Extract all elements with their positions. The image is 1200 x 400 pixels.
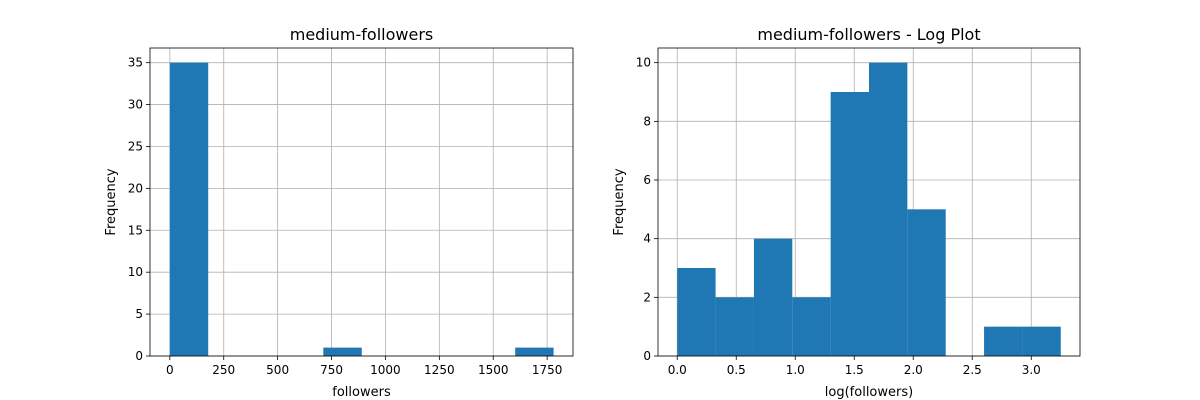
y-tick-label: 0 <box>643 349 651 363</box>
histogram-log-followers: 0.0 0.5 1.0 1.5 2.0 2.5 3.0 0 2 4 6 8 10 medium-fol… <box>612 25 1081 400</box>
x-tick-label: 2.5 <box>963 363 982 377</box>
histogram-bar <box>515 347 554 356</box>
axes-frame <box>149 47 574 357</box>
x-axis-label: log(followers) <box>825 385 913 400</box>
x-tick-label: 750 <box>320 363 343 377</box>
y-axis-label: Frequency <box>612 168 627 235</box>
chart-title: medium-followers - Log Plot <box>757 25 980 44</box>
x-tick-label: 1750 <box>532 363 563 377</box>
x-tick-label: 1250 <box>424 363 455 377</box>
histogram-bar <box>323 347 362 356</box>
histogram-bar <box>169 62 209 357</box>
y-tick-label: 4 <box>643 232 651 246</box>
x-tick-label: 500 <box>266 363 289 377</box>
plot-area <box>150 48 573 356</box>
y-tick-label: 0 <box>135 349 143 363</box>
y-tick-label: 15 <box>128 223 143 237</box>
x-tick-label: 1.5 <box>845 363 864 377</box>
histogram-bars <box>677 62 1061 357</box>
y-tick-label: 8 <box>643 114 651 128</box>
x-tick-label: 0.5 <box>727 363 746 377</box>
histogram-bar <box>715 297 754 356</box>
histogram-bar <box>830 92 869 356</box>
y-tick-label: 25 <box>128 139 143 153</box>
x-ticks: 0 250 500 750 1000 1250 1500 1750 <box>166 356 562 377</box>
y-ticks: 0 2 4 6 8 10 <box>636 56 658 363</box>
x-axis-label: followers <box>332 385 391 400</box>
chart-title: medium-followers <box>290 25 433 44</box>
y-tick-label: 6 <box>643 173 651 187</box>
histogram-bars <box>169 62 554 357</box>
histogram-bar <box>984 326 1023 356</box>
histogram-bar <box>907 209 946 356</box>
y-tick-label: 10 <box>636 56 651 70</box>
x-tick-label: 1.0 <box>786 363 805 377</box>
histogram-bar <box>1022 326 1061 356</box>
x-tick-label: 1500 <box>478 363 509 377</box>
x-tick-label: 0.0 <box>668 363 687 377</box>
histogram-bar <box>869 62 908 357</box>
y-tick-label: 30 <box>128 98 143 112</box>
axes-frame <box>657 47 1081 357</box>
histogram-bar <box>792 297 831 356</box>
x-ticks: 0.0 0.5 1.0 1.5 2.0 2.5 3.0 <box>668 356 1041 377</box>
x-tick-label: 1000 <box>370 363 401 377</box>
y-tick-label: 2 <box>643 290 651 304</box>
x-tick-label: 3.0 <box>1022 363 1041 377</box>
histogram-followers: 0 250 500 750 1000 1250 1500 1750 0 5 10 15 20 25 30 3… <box>104 25 574 400</box>
y-tick-label: 5 <box>135 307 143 321</box>
y-tick-label: 35 <box>128 56 143 70</box>
y-axis-label: Frequency <box>104 168 119 235</box>
grid-lines <box>150 48 573 357</box>
y-tick-label: 20 <box>128 181 143 195</box>
histogram-bar <box>677 268 716 356</box>
histogram-bar <box>753 238 793 356</box>
y-tick-label: 10 <box>128 265 143 279</box>
x-tick-label: 2.0 <box>904 363 923 377</box>
y-ticks: 0 5 10 15 20 25 30 35 <box>128 56 150 363</box>
x-tick-label: 0 <box>166 363 174 377</box>
x-tick-label: 250 <box>212 363 235 377</box>
